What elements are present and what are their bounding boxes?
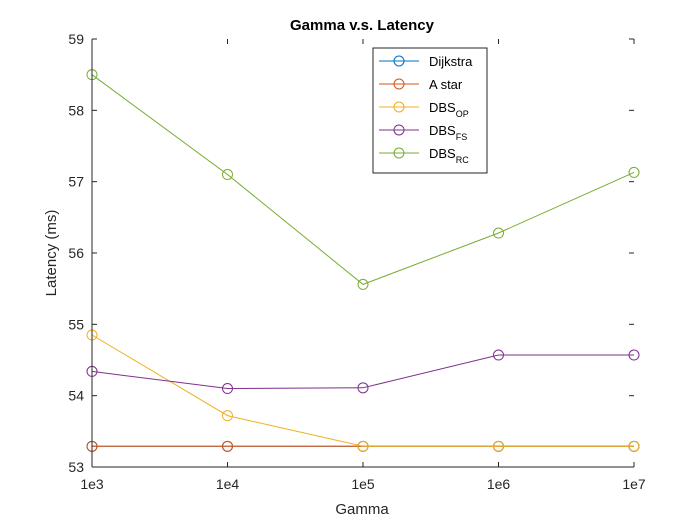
y-axis-label: Latency (ms): [43, 210, 60, 297]
x-tick-label: 1e7: [622, 476, 646, 492]
data-point: [357, 382, 369, 394]
legend-marker: [393, 55, 405, 67]
legend-box: [372, 47, 488, 174]
data-point: [493, 349, 504, 361]
x-tick-label: 1e5: [351, 476, 375, 492]
legend-item: Dijkstra: [379, 54, 473, 69]
data-point: [222, 383, 233, 395]
data-point: [628, 349, 640, 361]
series-line: [91, 334, 634, 447]
data-point: [493, 440, 504, 452]
x-axis-label: Gamma: [335, 501, 389, 518]
axes: [91, 39, 634, 468]
y-tick-label: 53: [68, 459, 84, 475]
y-tick-label: 59: [68, 31, 84, 47]
series-dbs-fs: [86, 349, 640, 395]
data-point: [222, 440, 233, 452]
legend: Dijkstra A star DBSOP DBSFS DBSRC: [372, 47, 488, 174]
legend-marker: [393, 124, 405, 136]
data-point: [222, 169, 233, 181]
legend-label: Dijkstra: [429, 54, 473, 69]
chart-title: Gamma v.s. Latency: [290, 17, 435, 34]
y-tick-label: 54: [68, 388, 84, 404]
ticks-layer: 1e3 1e4 1e5 1e6 1e7 53 54 55 56 57 58 59: [68, 31, 645, 492]
data-point: [357, 278, 369, 290]
y-tick-label: 57: [68, 174, 84, 190]
series-line: [91, 74, 635, 285]
legend-item: DBSFS: [379, 123, 467, 142]
data-point: [493, 227, 504, 239]
legend-marker: [393, 78, 405, 90]
series-layer: [86, 69, 640, 452]
y-tick-label: 55: [68, 316, 84, 332]
legend-item: DBSOP: [379, 100, 469, 119]
legend-marker: [393, 147, 405, 159]
x-tick-label: 1e3: [80, 476, 104, 492]
legend-label: A star: [429, 77, 463, 92]
legend-label: DBSRC: [429, 146, 469, 165]
data-point: [628, 440, 640, 452]
x-tick-label: 1e6: [487, 476, 511, 492]
legend-label: DBSFS: [429, 123, 467, 142]
series-line: [91, 354, 634, 390]
data-point: [222, 410, 233, 422]
y-tick-label: 56: [68, 245, 84, 261]
legend-label: DBSOP: [429, 100, 469, 119]
legend-item: A star: [379, 77, 463, 92]
data-point: [628, 166, 640, 178]
legend-marker: [393, 101, 405, 113]
y-tick-label: 58: [68, 102, 84, 118]
data-point: [357, 440, 369, 452]
plot-area: [92, 39, 634, 467]
legend-item: DBSRC: [379, 146, 469, 165]
x-tick-label: 1e4: [216, 476, 240, 492]
